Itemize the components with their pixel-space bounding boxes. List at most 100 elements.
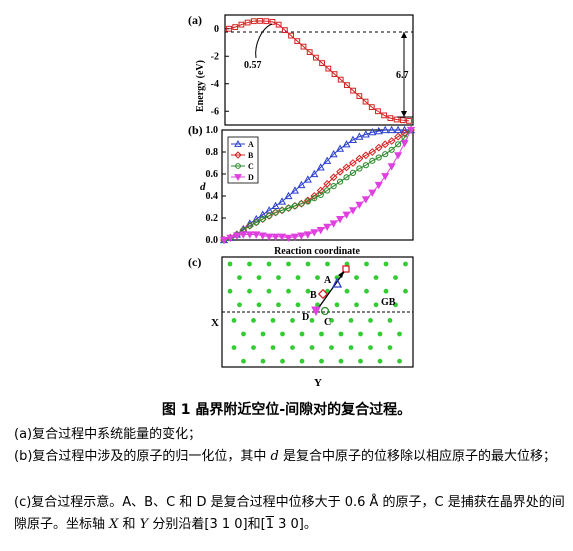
y-tick-label: 1.0: [206, 125, 219, 136]
lattice-atom: [344, 288, 350, 294]
caption-c-x: X: [109, 517, 119, 532]
energy-point: [226, 25, 232, 32]
lattice-atom: [260, 358, 266, 364]
lattice-atom: [286, 288, 291, 294]
energy-point: [269, 18, 276, 25]
lattice-atom: [315, 275, 320, 280]
series-point-C: [336, 178, 344, 185]
energy-point: [344, 82, 350, 89]
lattice-atom: [276, 302, 281, 308]
y-tick-label: 0.4: [206, 191, 219, 202]
series-point-B: [349, 159, 357, 167]
series-point-A: [381, 125, 390, 134]
panel-b-frame: [221, 129, 414, 241]
lattice-atom: [403, 288, 408, 294]
energy-point: [244, 19, 251, 26]
lattice-atom: [358, 331, 363, 337]
atom-d-marker: [311, 306, 321, 317]
lattice-atom: [286, 261, 291, 267]
lattice-atom: [344, 261, 350, 267]
atom-c-label: C: [324, 317, 331, 328]
legend-box: [227, 136, 259, 184]
lattice-atom: [305, 288, 311, 294]
energy-point: [275, 21, 282, 28]
caption-c-y: Y: [139, 517, 149, 532]
series-point-C: [382, 151, 389, 158]
atom-a-marker: [331, 277, 343, 288]
migration-path: [316, 271, 345, 311]
lattice-atom: [373, 275, 379, 280]
lattice-atom: [309, 318, 315, 323]
lattice-atom: [280, 331, 285, 337]
series-point-C: [356, 165, 363, 172]
series-point-A: [342, 140, 351, 148]
series-point-D: [265, 233, 274, 241]
series-point-D: [219, 236, 229, 245]
lattice-atom: [329, 345, 334, 350]
energy-point: [362, 98, 369, 105]
atom-b-marker: [317, 288, 329, 300]
caption-b-variable: d: [270, 449, 279, 464]
panel-c: (c) GB A B C D X Y: [188, 255, 414, 389]
series-point-C: [349, 169, 357, 176]
energy-point: [350, 87, 357, 94]
series-point-A: [277, 197, 287, 205]
series-point-D: [400, 140, 409, 148]
series-point-D: [406, 126, 416, 135]
lattice-atom: [290, 318, 295, 323]
legend-label-D: D: [248, 173, 254, 182]
y-tick-label: 0.2: [206, 213, 219, 224]
series-point-B: [316, 186, 325, 195]
energy-point: [406, 117, 412, 124]
energy-point: [257, 18, 263, 24]
series-point-D: [258, 232, 267, 240]
lattice-atom: [227, 261, 233, 267]
lattice-atom: [299, 331, 305, 337]
series-point-D: [323, 223, 332, 232]
series-point-C: [278, 207, 286, 214]
lattice-atom: [247, 288, 252, 294]
legend-label-C: C: [248, 162, 254, 171]
caption-a-text: (a)复合过程中系统能量的变化；: [14, 427, 202, 442]
lattice-atom: [227, 288, 233, 294]
lattice-atom: [354, 275, 359, 280]
lattice-atom: [397, 358, 402, 364]
series-point-A: [355, 132, 364, 140]
lattice-atom: [338, 358, 344, 364]
y-tick-label: -2: [211, 51, 219, 62]
energy-line: [228, 20, 410, 122]
energy-point: [294, 38, 301, 45]
series-point-A: [316, 163, 325, 171]
arrow-head-top: [401, 32, 407, 38]
lattice-atom: [231, 318, 237, 323]
lattice-atom: [368, 318, 373, 323]
energy-point: [368, 104, 375, 111]
series-point-D: [381, 173, 390, 181]
energy-point: [300, 43, 307, 50]
lattice-atom: [290, 345, 295, 350]
y-tick-label: 0.8: [206, 147, 219, 158]
lattice-atom: [270, 345, 276, 350]
lattice-atom: [247, 261, 252, 267]
lattice-atom: [397, 331, 402, 337]
lattice-atom: [338, 331, 344, 337]
series-point-A: [310, 169, 319, 178]
drop-annotation: 6.7: [396, 70, 409, 81]
series-point-B: [400, 129, 409, 138]
lattice-atom: [383, 261, 389, 267]
series-point-A: [252, 214, 261, 223]
lattice-atom: [241, 358, 246, 364]
migration-arrow-head: [338, 271, 344, 278]
series-point-B: [342, 163, 351, 172]
lattice-atom: [383, 288, 389, 294]
series-point-C: [324, 187, 331, 194]
caption-line-a: (a)复合过程中系统能量的变化；: [14, 424, 566, 446]
lattice-atom: [251, 318, 256, 323]
panel-a-label: (a): [188, 13, 202, 27]
barrier-annotation: 0.57: [244, 60, 262, 71]
panel-a-frame: [224, 14, 414, 126]
energy-point: [387, 115, 394, 122]
lattice-atom: [358, 358, 363, 364]
